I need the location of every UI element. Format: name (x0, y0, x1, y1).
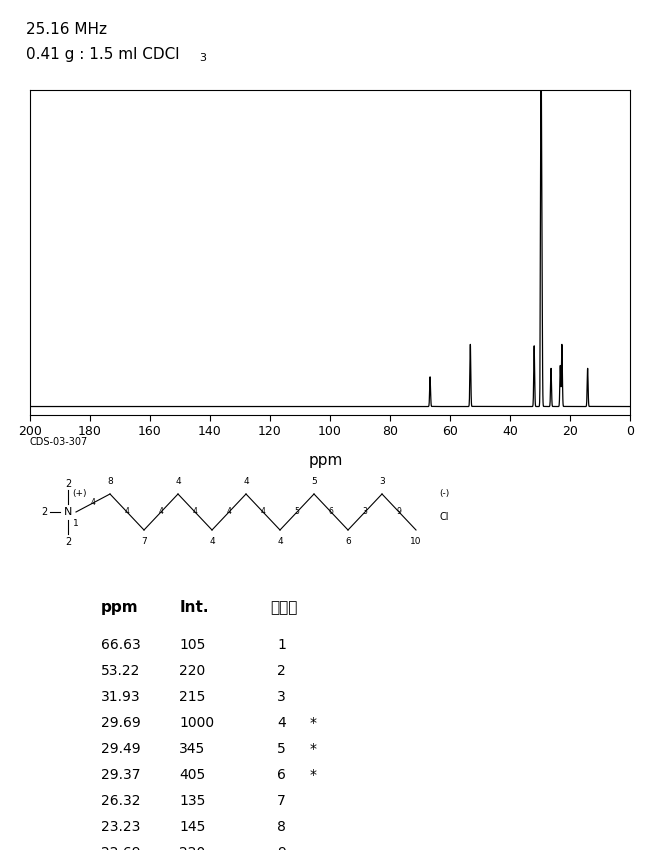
Text: 4: 4 (261, 507, 265, 517)
Text: 29.69: 29.69 (101, 716, 141, 730)
Text: 5: 5 (311, 478, 317, 486)
Text: 4: 4 (175, 478, 181, 486)
Text: 22.69: 22.69 (101, 846, 141, 850)
Text: 3: 3 (379, 478, 385, 486)
Text: 1000: 1000 (179, 716, 215, 730)
Text: 4: 4 (243, 478, 249, 486)
Text: 5: 5 (277, 742, 286, 756)
Text: 53.22: 53.22 (101, 664, 140, 678)
Text: 8: 8 (277, 820, 286, 834)
Text: 2: 2 (65, 479, 71, 489)
Text: *: * (310, 742, 317, 756)
Text: 4: 4 (277, 537, 283, 547)
Text: 1: 1 (277, 638, 286, 652)
Text: 4: 4 (125, 507, 130, 517)
Text: 4: 4 (226, 507, 231, 517)
Text: 4: 4 (192, 507, 198, 517)
Text: 66.63: 66.63 (101, 638, 141, 652)
Text: 4: 4 (158, 507, 164, 517)
Text: 0.41 g : 1.5 ml CDCl: 0.41 g : 1.5 ml CDCl (26, 47, 179, 62)
Text: 1: 1 (73, 519, 79, 529)
Text: 6: 6 (277, 768, 286, 782)
Text: 31.93: 31.93 (101, 690, 141, 704)
Text: 2: 2 (41, 507, 47, 517)
Text: CDS-03-307: CDS-03-307 (30, 437, 88, 447)
Text: 3: 3 (199, 53, 206, 63)
Text: Int.: Int. (179, 600, 209, 615)
Text: 2: 2 (65, 537, 71, 547)
Text: 6: 6 (345, 537, 351, 547)
Text: 4: 4 (209, 537, 215, 547)
Text: 220: 220 (179, 664, 205, 678)
Text: 345: 345 (179, 742, 205, 756)
Text: 4: 4 (277, 716, 286, 730)
Text: 8: 8 (107, 478, 113, 486)
Text: 7: 7 (141, 537, 147, 547)
Text: 105: 105 (179, 638, 205, 652)
Text: N: N (64, 507, 72, 517)
Text: ppm: ppm (101, 600, 139, 615)
Text: 5: 5 (295, 507, 299, 517)
Text: 9: 9 (396, 507, 402, 517)
Text: 145: 145 (179, 820, 205, 834)
Text: 25.16 MHz: 25.16 MHz (26, 22, 107, 37)
Text: ppm: ppm (309, 453, 343, 468)
Text: 4: 4 (91, 498, 95, 507)
Text: 标记碳: 标记碳 (271, 600, 298, 615)
Text: 9: 9 (277, 846, 286, 850)
Text: 3: 3 (277, 690, 286, 704)
Text: 29.37: 29.37 (101, 768, 141, 782)
Text: 23.23: 23.23 (101, 820, 140, 834)
Text: (+): (+) (72, 490, 87, 498)
Text: 220: 220 (179, 846, 205, 850)
Text: 135: 135 (179, 794, 205, 808)
Text: (-): (-) (439, 490, 449, 498)
Text: 2: 2 (277, 664, 286, 678)
Text: *: * (310, 716, 317, 730)
Text: 29.49: 29.49 (101, 742, 141, 756)
Text: 405: 405 (179, 768, 205, 782)
Text: *: * (310, 768, 317, 782)
Text: 6: 6 (329, 507, 333, 517)
Text: 7: 7 (277, 794, 286, 808)
Text: 26.32: 26.32 (101, 794, 141, 808)
Text: 10: 10 (410, 537, 422, 547)
Text: 3: 3 (363, 507, 368, 517)
Text: Cl: Cl (439, 512, 449, 522)
Text: 215: 215 (179, 690, 205, 704)
